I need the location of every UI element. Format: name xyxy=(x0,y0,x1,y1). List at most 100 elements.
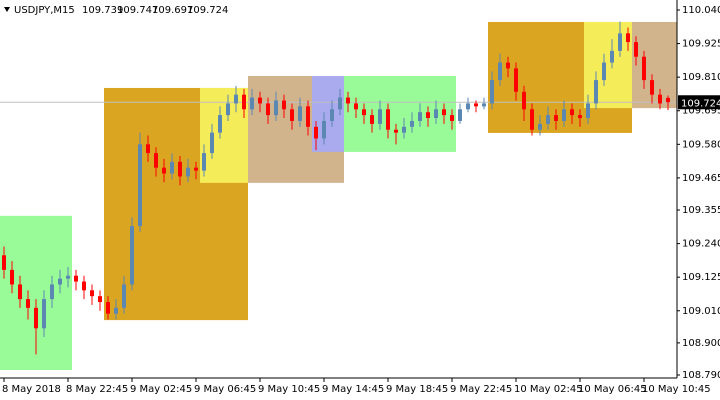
candle-body xyxy=(146,144,150,154)
y-tick-label: 109.925 xyxy=(682,39,720,50)
candle-body xyxy=(458,109,462,121)
candle-body xyxy=(130,226,134,285)
y-tick-label: 109.810 xyxy=(682,72,720,83)
candle-body xyxy=(530,109,534,130)
candle-body xyxy=(410,120,414,127)
candle-body xyxy=(362,109,366,116)
candle-body xyxy=(282,100,286,110)
candle-body xyxy=(10,269,14,285)
candle-body xyxy=(74,275,78,282)
x-tick-label: 10 May 06:45 xyxy=(578,384,647,395)
candle-body xyxy=(18,284,22,300)
candle-body xyxy=(242,94,246,110)
x-tick-label: 10 May 10:45 xyxy=(642,384,711,395)
candle-body xyxy=(322,120,326,139)
candle-body xyxy=(42,299,46,329)
session-box xyxy=(312,75,344,152)
candle-body xyxy=(490,80,494,104)
price-tag xyxy=(678,95,720,110)
candle-body xyxy=(610,50,614,63)
candle-body xyxy=(210,132,214,154)
x-tick-label: 9 May 10:45 xyxy=(258,384,320,395)
header-high: 109.747 xyxy=(117,5,158,16)
candle-body xyxy=(266,103,270,116)
candle-body xyxy=(298,106,302,121)
header-close: 109.724 xyxy=(187,5,228,16)
candle-body xyxy=(26,299,30,308)
x-tick-label: 8 May 2018 xyxy=(2,384,61,395)
candle-body xyxy=(98,296,102,302)
y-tick-label: 109.240 xyxy=(682,239,720,250)
candle-body xyxy=(138,144,142,227)
candle-body xyxy=(122,284,126,308)
candle-body xyxy=(202,153,206,171)
session-box xyxy=(584,21,632,109)
y-tick-label: 110.040 xyxy=(682,5,720,16)
plot-area xyxy=(0,21,677,371)
candle-body xyxy=(314,126,318,139)
candle-body xyxy=(450,115,454,121)
x-tick-label: 9 May 14:45 xyxy=(322,384,384,395)
candle-body xyxy=(482,103,486,107)
collapse-icon xyxy=(4,7,10,12)
candle-body xyxy=(570,109,574,116)
session-box xyxy=(200,87,248,183)
y-tick-label: 109.125 xyxy=(682,272,720,283)
candle-body xyxy=(538,123,542,130)
candle-body xyxy=(194,167,198,171)
candle-body xyxy=(554,115,558,121)
candle-body xyxy=(666,97,670,103)
candle-body xyxy=(634,42,638,57)
x-tick-label: 8 May 22:45 xyxy=(66,384,128,395)
candle-body xyxy=(90,290,94,297)
candle-body xyxy=(58,278,62,285)
candle-body xyxy=(186,167,190,177)
candle-body xyxy=(34,307,38,329)
candle-body xyxy=(2,255,6,270)
candle-body xyxy=(370,115,374,124)
candle-body xyxy=(234,94,238,104)
candle-body xyxy=(250,97,254,110)
candle-body xyxy=(66,275,70,279)
candle-body xyxy=(522,91,526,110)
candle-body xyxy=(402,126,406,133)
candle-body xyxy=(578,115,582,119)
candle-body xyxy=(466,103,470,110)
candle-body xyxy=(642,56,646,81)
y-tick-label: 109.580 xyxy=(682,139,720,150)
candle-body xyxy=(650,80,654,95)
candle-body xyxy=(618,33,622,51)
x-tick-label: 9 May 18:45 xyxy=(386,384,448,395)
candle-body xyxy=(258,97,262,104)
candle-body xyxy=(306,106,310,127)
header-open: 109.739 xyxy=(82,5,123,16)
candle-body xyxy=(394,129,398,133)
y-tick-label: 109.695 xyxy=(682,106,720,117)
header: USDJPY,M15 109.739 109.747 109.697 109.7… xyxy=(4,5,228,16)
candle-body xyxy=(506,62,510,69)
candle-body xyxy=(474,103,478,107)
candle-body xyxy=(50,284,54,300)
candle-body xyxy=(274,100,278,116)
candle-body xyxy=(378,109,382,124)
candle-body xyxy=(514,68,518,92)
y-tick-label: 109.355 xyxy=(682,205,720,216)
candle-body xyxy=(626,33,630,43)
header-low: 109.697 xyxy=(152,5,193,16)
candle-body xyxy=(386,109,390,130)
candle-body xyxy=(330,109,334,121)
candle-body xyxy=(338,97,342,110)
candle-body xyxy=(426,112,430,119)
x-tick-label: 9 May 02:45 xyxy=(130,384,192,395)
y-tick-label: 108.790 xyxy=(682,370,720,381)
y-tick-label: 109.010 xyxy=(682,306,720,317)
candle-body xyxy=(162,167,166,174)
candle-body xyxy=(170,161,174,174)
session-box xyxy=(344,75,456,152)
candle-body xyxy=(442,109,446,116)
candle-body xyxy=(546,115,550,124)
candle-body xyxy=(154,153,158,168)
candle-body xyxy=(226,103,230,116)
candle-body xyxy=(106,302,110,314)
